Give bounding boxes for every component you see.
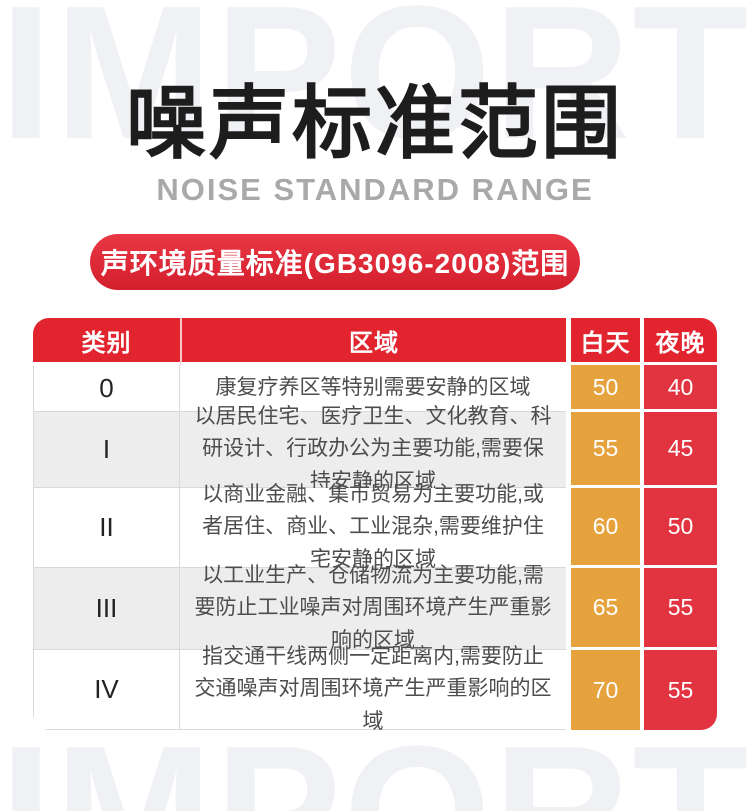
day-value-cell: 65	[566, 568, 640, 650]
standard-banner-label: 声环境质量标准(GB3096-2008)范围	[100, 248, 570, 279]
watermark-bottom-text: IMPORT	[0, 718, 750, 811]
area-cell: 以居民住宅、医疗卫生、文化教育、科研设计、行政办公为主要功能,需要保持安静的区域	[180, 405, 566, 493]
day-value-cell: 70	[566, 650, 640, 730]
night-value-cell: 55	[640, 650, 717, 730]
day-value-cell: 60	[566, 488, 640, 568]
col-header-day: 白天	[566, 318, 640, 365]
standards-table: 类别 区域 白天 夜晚 0 康复疗养区等特别需要安静的区域 50 40 I 以居…	[33, 318, 717, 730]
page-subtitle: NOISE STANDARD RANGE	[156, 172, 594, 207]
area-cell: 康复疗养区等特别需要安静的区域	[180, 365, 566, 412]
day-value-cell: 55	[566, 412, 640, 488]
category-cell: II	[33, 488, 180, 568]
category-cell: IV	[33, 650, 180, 730]
col-header-category: 类别	[33, 318, 180, 365]
area-cell: 指交通干线两侧一定距离内,需要防止交通噪声对周围环境产生严重影响的区域	[180, 645, 566, 730]
col-header-night: 夜晚	[640, 318, 717, 365]
page-title: 噪声标准范围	[126, 79, 624, 168]
night-value-cell: 45	[640, 412, 717, 488]
night-value-cell: 40	[640, 365, 717, 412]
category-cell: III	[33, 568, 180, 650]
watermark-top-text: IMPORT	[0, 0, 750, 179]
day-value-cell: 50	[566, 365, 640, 412]
night-value-cell: 50	[640, 488, 717, 568]
standard-banner: 声环境质量标准(GB3096-2008)范围	[90, 234, 580, 290]
col-header-area: 区域	[180, 318, 566, 365]
night-value-cell: 55	[640, 568, 717, 650]
area-cell: 以商业金融、集市贸易为主要功能,或者居住、商业、工业混杂,需要维护住宅安静的区域	[180, 483, 566, 571]
category-cell: 0	[33, 365, 180, 412]
area-cell: 以工业生产、仓储物流为主要功能,需要防止工业噪声对周围环境产生严重影响的区域	[180, 564, 566, 652]
category-cell: I	[33, 412, 180, 488]
